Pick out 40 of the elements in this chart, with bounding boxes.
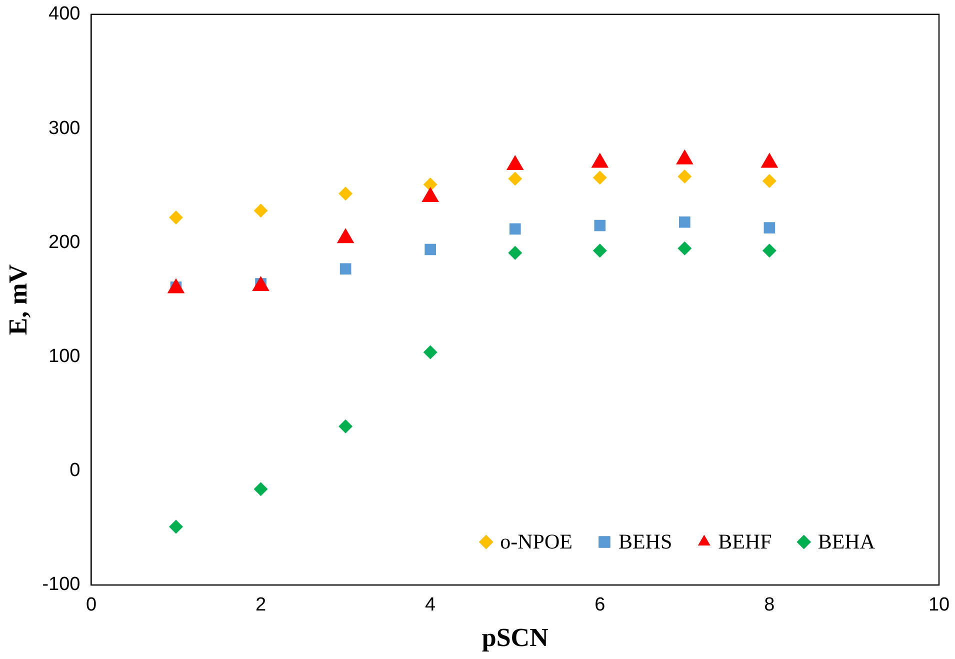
point bbox=[338, 419, 353, 434]
point bbox=[592, 170, 607, 185]
x-axis-title: pSCN bbox=[482, 623, 549, 652]
y-tick-label: -100 bbox=[42, 574, 80, 596]
y-tick-label: 0 bbox=[70, 460, 80, 482]
y-tick-label: 400 bbox=[48, 4, 80, 25]
legend-label: BEHF bbox=[718, 530, 772, 554]
point bbox=[509, 223, 521, 235]
point bbox=[340, 263, 352, 275]
x-tick-label: 0 bbox=[86, 594, 97, 616]
point bbox=[678, 241, 692, 256]
point bbox=[762, 244, 776, 258]
y-tick-label: 100 bbox=[48, 346, 80, 367]
point bbox=[338, 186, 353, 201]
legend-label: o-NPOE bbox=[500, 530, 572, 554]
legend-label: BEHA bbox=[818, 530, 876, 554]
point bbox=[678, 169, 692, 184]
point bbox=[508, 246, 522, 260]
point bbox=[169, 520, 184, 534]
y-tick-label: 200 bbox=[48, 232, 80, 253]
x-tick-label: 4 bbox=[425, 594, 436, 616]
point bbox=[423, 177, 438, 192]
point bbox=[169, 210, 184, 225]
point bbox=[762, 174, 776, 188]
point bbox=[679, 216, 690, 228]
point bbox=[764, 222, 776, 234]
point bbox=[508, 172, 522, 186]
point bbox=[423, 345, 438, 360]
point bbox=[592, 244, 607, 258]
y-tick-label: 300 bbox=[48, 118, 80, 139]
point bbox=[254, 482, 268, 496]
y-axis-title: E, mV bbox=[3, 264, 32, 336]
x-tick-label: 2 bbox=[255, 594, 266, 616]
legend-label: BEHS bbox=[618, 530, 672, 554]
point bbox=[424, 244, 436, 256]
x-tick-label: 8 bbox=[764, 594, 775, 616]
x-tick-label: 6 bbox=[594, 594, 606, 616]
point bbox=[254, 204, 268, 218]
point bbox=[594, 220, 606, 232]
x-tick-label: 10 bbox=[928, 594, 950, 616]
